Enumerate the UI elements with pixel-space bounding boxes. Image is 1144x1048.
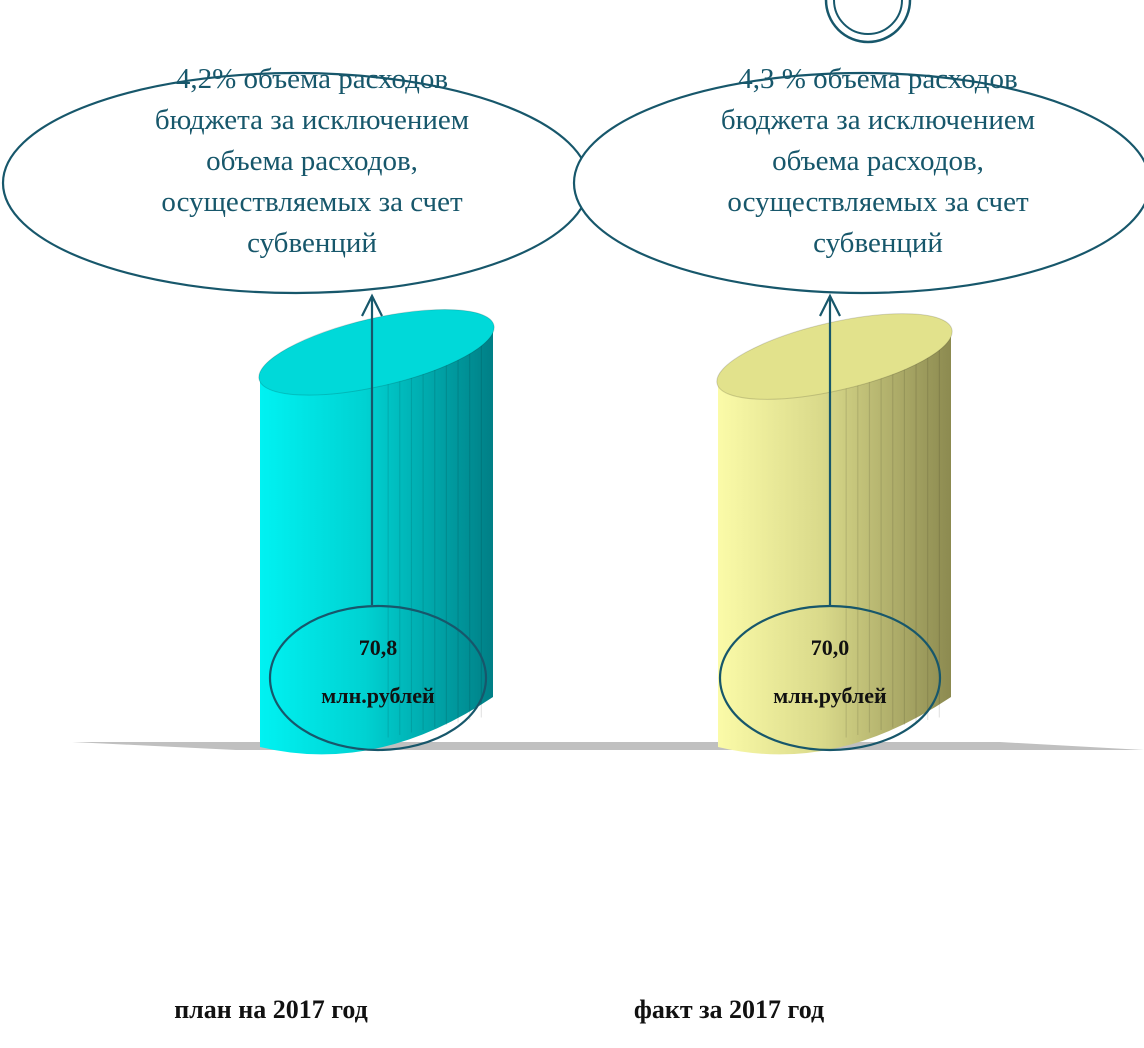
- category-label-0: план на 2017 год: [174, 995, 368, 1024]
- bar-0-cap: [258, 308, 495, 396]
- bar-0: [260, 325, 493, 755]
- chart-floor-plane: [72, 742, 1144, 750]
- annotation-line-1-0: 4,3 % объема расходов: [738, 63, 1017, 95]
- value-oval-0: [268, 604, 488, 752]
- annotation-line-1-3: осуществляемых за счет: [727, 186, 1029, 218]
- annotation-line-0-1: бюджета за исключением: [155, 104, 469, 136]
- annotation-line-0-4: субвенций: [247, 227, 377, 259]
- annotation-arrowhead-0: [361, 293, 383, 317]
- data-label-1: 70,0: [811, 635, 850, 660]
- data-label-unit-0: млн.рублей: [321, 683, 435, 708]
- annotation-line-0-2: объема расходов,: [206, 145, 418, 177]
- decorative-circle: [824, 0, 912, 44]
- bar-1: [718, 329, 951, 755]
- annotation-line-1-4: субвенций: [813, 227, 943, 259]
- annotation-line-1-2: объема расходов,: [772, 145, 984, 177]
- value-oval-1: [718, 604, 942, 752]
- bar-1-cap: [716, 313, 953, 400]
- category-label-1: факт за 2017 год: [634, 995, 824, 1024]
- annotation-arrowhead-1: [819, 293, 841, 317]
- annotation-line-0-0: 4,2% объема расходов: [176, 63, 448, 95]
- data-label-unit-1: млн.рублей: [773, 683, 887, 708]
- annotation-line-1-1: бюджета за исключением: [721, 104, 1035, 136]
- data-label-0: 70,8: [359, 635, 398, 660]
- annotation-bubble-1: [572, 71, 1144, 295]
- annotation-line-0-3: осуществляемых за счет: [161, 186, 463, 218]
